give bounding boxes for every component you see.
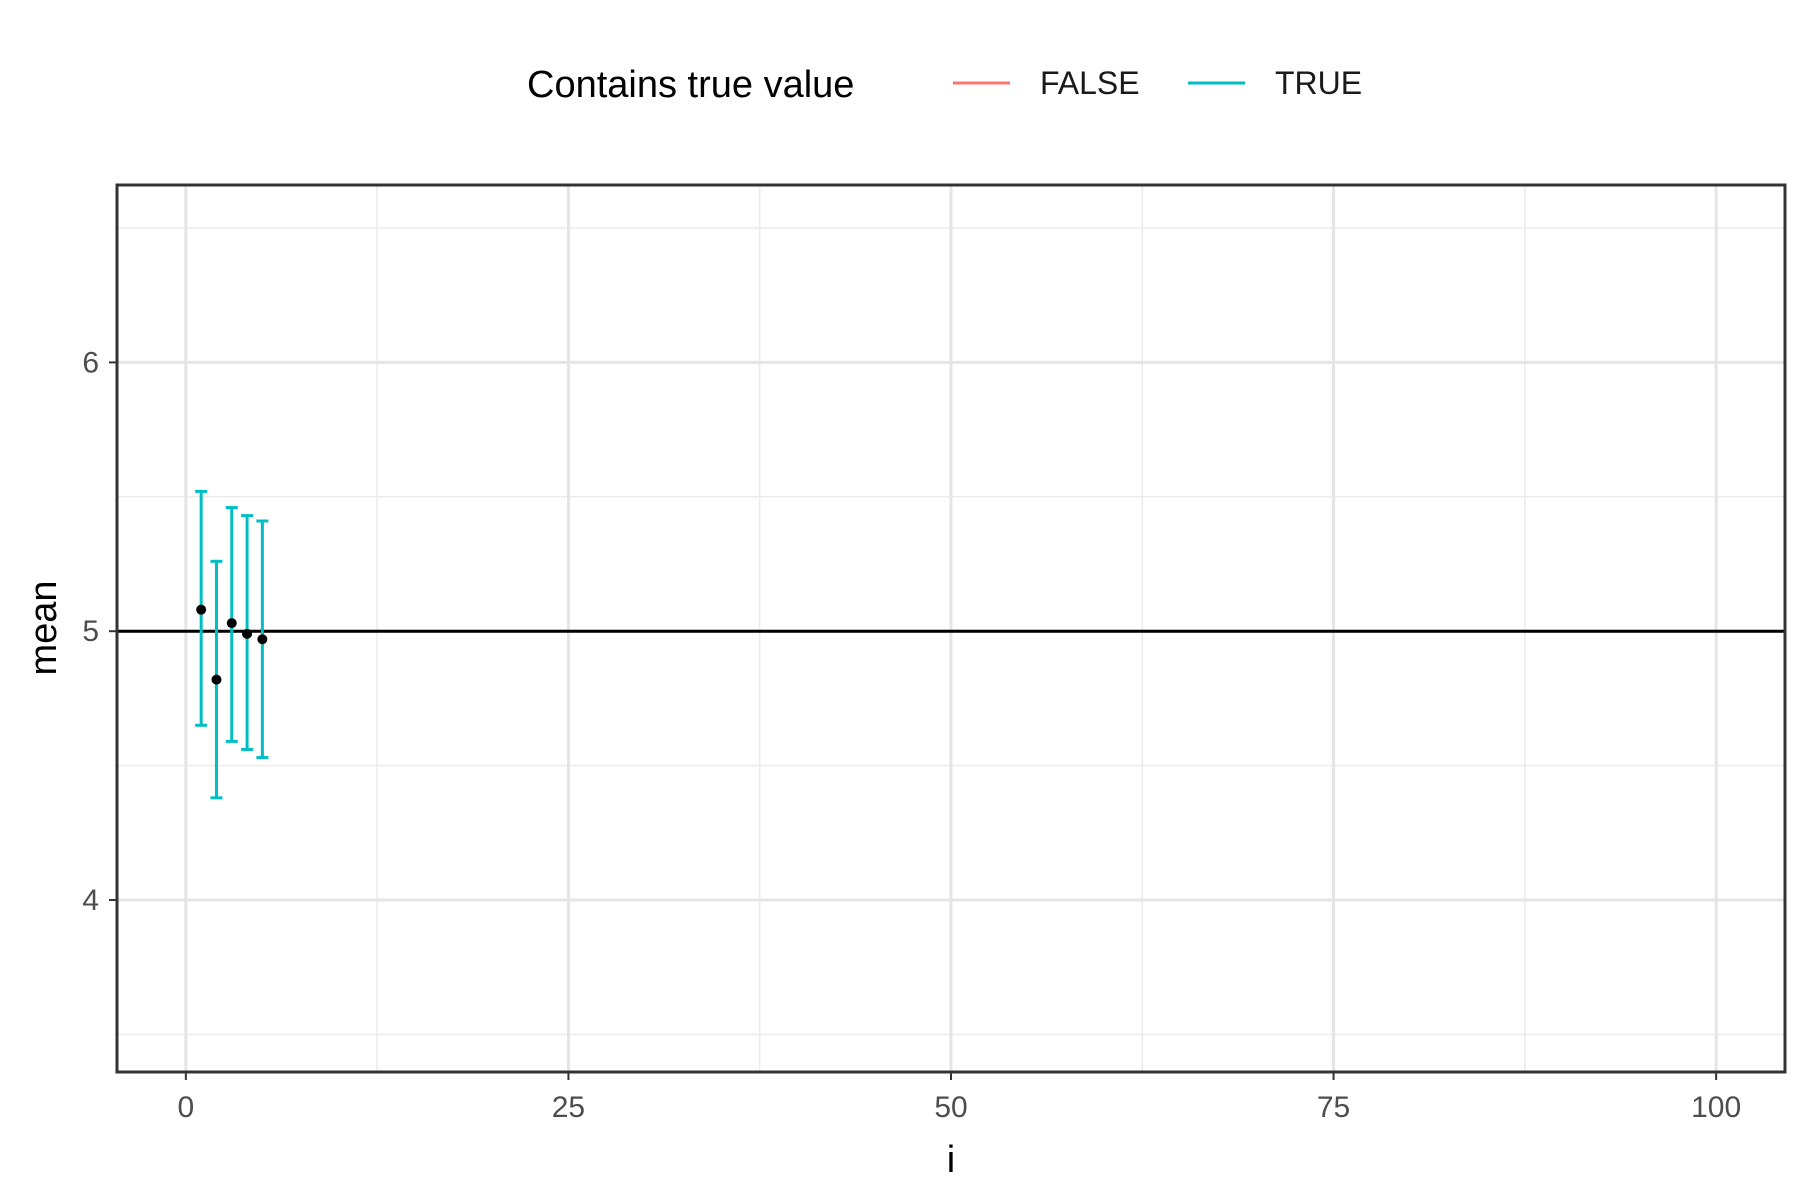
- mean-point: [211, 674, 222, 685]
- y-tick-label: 4: [82, 884, 99, 917]
- y-tick-label: 6: [82, 346, 99, 379]
- x-tick-label: 100: [1691, 1091, 1741, 1124]
- legend-label-true: TRUE: [1275, 65, 1362, 101]
- legend: Contains true value FALSE TRUE: [527, 64, 1362, 106]
- mean-point: [242, 628, 253, 639]
- y-tick-label: 5: [82, 615, 99, 648]
- mean-point: [257, 634, 268, 645]
- x-tick-label: 25: [552, 1091, 585, 1124]
- x-axis: 0 25 50 75 100: [178, 1072, 1741, 1124]
- x-tick-label: 75: [1317, 1091, 1350, 1124]
- grid-major: [117, 185, 1785, 1072]
- legend-title: Contains true value: [527, 64, 854, 106]
- x-axis-title: i: [947, 1139, 955, 1181]
- mean-point: [226, 618, 237, 629]
- error-bars: [195, 489, 269, 800]
- plot-panel: [115, 183, 1787, 1074]
- x-tick-label: 50: [934, 1091, 967, 1124]
- mean-points: [196, 604, 268, 685]
- legend-label-false: FALSE: [1040, 65, 1140, 101]
- mean-point: [196, 604, 207, 615]
- y-axis: 4 5 6: [82, 346, 117, 917]
- x-tick-label: 0: [178, 1091, 195, 1124]
- y-axis-title: mean: [23, 580, 65, 675]
